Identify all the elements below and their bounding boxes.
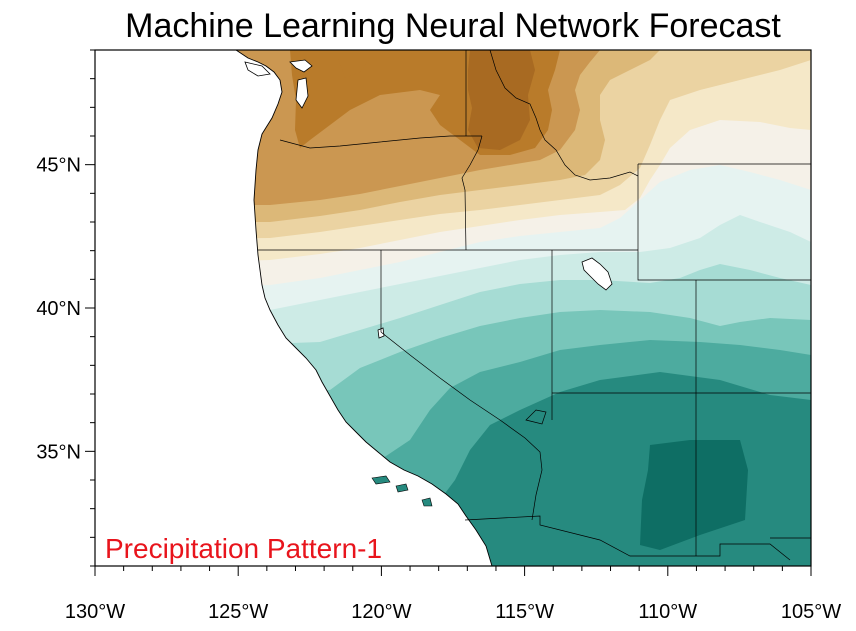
great-salt-lake <box>581 257 613 291</box>
precipitation-field <box>236 50 811 566</box>
puget-sound <box>244 59 313 109</box>
y-tick-label: 35°N <box>36 441 81 463</box>
axis-ticks <box>85 49 812 576</box>
x-tick-label: 115°W <box>495 601 554 623</box>
axis-tick-labels: 130°W 125°W 120°W 115°W 110°W 105°W 45°N 40°N 35… <box>36 155 841 623</box>
contour-band-14 <box>640 440 748 550</box>
channel-islands <box>371 475 433 507</box>
map-title: Machine Learning Neural Network Forecast <box>125 7 781 45</box>
x-tick-label: 110°W <box>638 601 697 623</box>
x-tick-label: 130°W <box>65 601 125 623</box>
x-tick-label: 120°W <box>351 601 411 623</box>
contour-band-1b <box>338 58 370 78</box>
y-tick-label: 45°N <box>36 155 81 177</box>
state-borders <box>258 49 811 561</box>
contour-band-1 <box>468 50 535 150</box>
x-tick-label: 105°W <box>781 601 841 623</box>
pattern-label: Precipitation Pattern-1 <box>105 533 382 564</box>
x-tick-label: 125°W <box>208 601 268 623</box>
y-tick-label: 40°N <box>36 298 81 320</box>
coastline <box>235 49 493 567</box>
